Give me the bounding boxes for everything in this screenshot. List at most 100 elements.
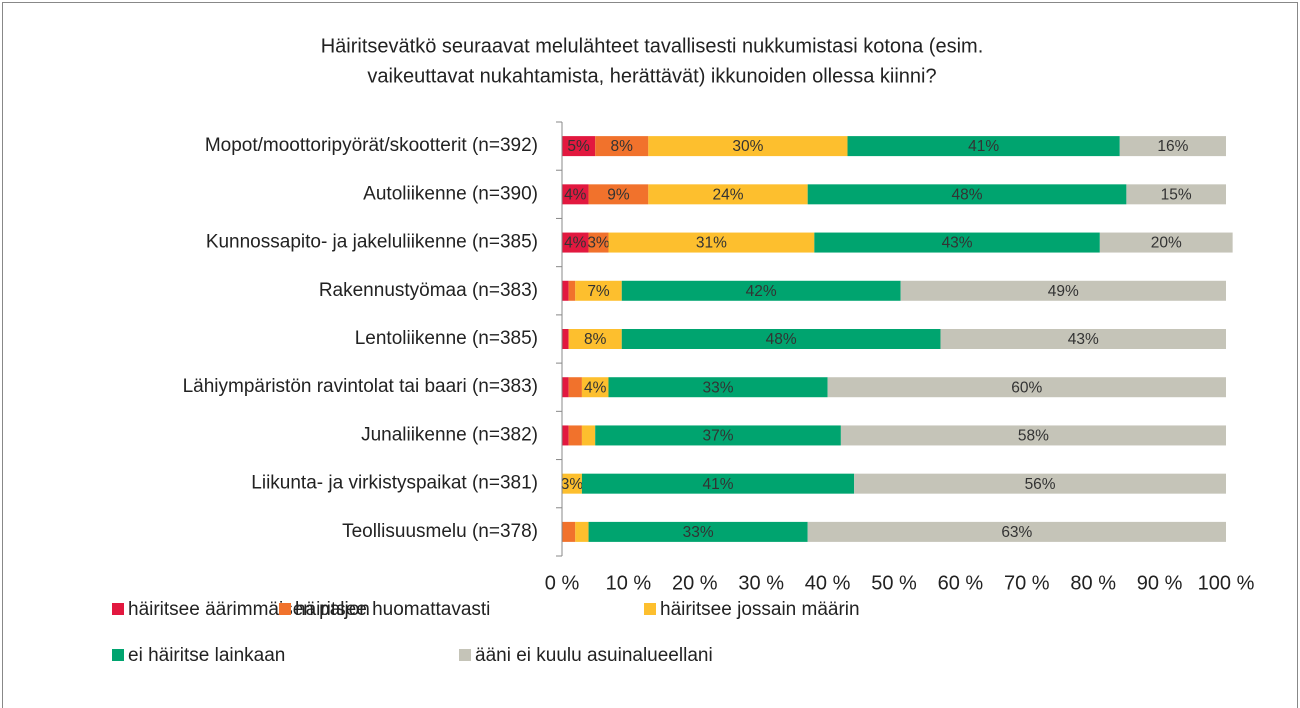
data-label: 43% [1068,331,1099,348]
bar-segment [588,232,609,253]
y-tick-label: Junaliikenne (n=382) [361,424,538,445]
bar-segment [581,425,596,446]
data-label: 48% [766,331,797,348]
bar-segment [1099,232,1233,253]
x-tick-label: 70 % [1004,572,1050,594]
bar-segment [1119,136,1226,157]
x-tick-label: 60 % [938,572,984,594]
data-label: 56% [1025,476,1056,493]
bar-segment [807,184,1127,205]
data-label: 58% [1018,428,1049,445]
bar-segment [568,280,576,301]
data-label: 7% [587,283,610,300]
bar-segment [827,377,1226,398]
x-tick-label: 40 % [805,572,851,594]
legend-label: ääni ei kuulu asuinalueellani [475,645,713,666]
data-label: 31% [696,235,727,252]
data-label: 48% [952,186,983,203]
x-tick-label: 0 % [545,572,580,594]
x-tick-label: 10 % [606,572,652,594]
y-tick-label: Lentoliikenne (n=385) [355,328,538,349]
data-label: 33% [683,524,714,541]
y-tick-label: Lähiympäristön ravintolat tai baari (n=3… [183,376,538,397]
y-tick-label: Autoliikenne (n=390) [363,183,538,204]
bar-segment [562,184,589,205]
bar-segment [588,184,649,205]
data-label: 8% [584,331,607,348]
bar-segment [807,521,1226,542]
bar-segment [648,184,808,205]
bar-segment [581,377,609,398]
bar-segment [575,521,589,542]
x-tick-label: 50 % [871,572,917,594]
bar-segment [648,136,848,157]
data-label: 49% [1048,283,1079,300]
data-label: 42% [746,283,777,300]
y-tick-label: Liikunta- ja virkistyspaikat (n=381) [251,473,538,494]
bar-segment [608,377,828,398]
data-label: 5% [567,138,590,155]
bar-segment [562,521,576,542]
data-label: 33% [703,379,734,396]
bar-segment [847,136,1120,157]
bar-segment [595,136,649,157]
legend-label: häiritsee äärimmäisen paljon [128,599,370,620]
bar-segment [900,280,1226,301]
bar-segment [562,280,569,301]
bar-segment [568,329,622,349]
bar-segment [562,329,569,349]
bar-segment [1126,184,1226,205]
data-label: 41% [968,138,999,155]
x-tick-label: 90 % [1137,572,1183,594]
bar-segment [621,329,941,349]
legend-label: ei häiritse lainkaan [128,645,285,666]
y-tick-label: Teollisuusmelu (n=378) [342,521,538,542]
chart-title: Häiritsevätkö seuraavat melulähteet tava… [321,35,984,57]
legend-label: häiritsee huomattavasti [295,599,490,620]
data-label: 4% [564,235,587,252]
bar-segment [621,280,901,301]
bar-segment [575,280,622,301]
bar-segment [562,377,569,398]
data-label: 43% [942,235,973,252]
data-label: 30% [732,138,763,155]
data-label: 4% [584,379,607,396]
data-label: 37% [703,428,734,445]
data-label: 3% [561,476,584,493]
legend-swatch [644,603,656,615]
bar-segment [595,425,841,446]
legend-swatch [112,603,124,615]
bar-segment [568,425,582,446]
y-tick-label: Rakennustyömaa (n=383) [319,280,538,301]
data-label: 8% [611,138,634,155]
data-label: 3% [587,235,610,252]
legend-swatch [459,649,471,661]
bar-segment [581,473,855,494]
data-label: 41% [703,476,734,493]
bar-segment [854,473,1226,494]
data-label: 24% [712,186,743,203]
y-tick-label: Kunnossapito- ja jakeluliikenne (n=385) [206,232,538,253]
bar-segment [568,377,582,398]
bar-segment [940,329,1226,349]
y-tick-label: Mopot/moottoripyörät/skootterit (n=392) [205,135,538,156]
x-tick-label: 30 % [738,572,784,594]
x-tick-label: 100 % [1198,572,1255,594]
data-label: 60% [1011,379,1042,396]
data-label: 20% [1151,235,1182,252]
data-label: 9% [607,186,630,203]
bar-segment [588,521,808,542]
bar-segment [562,473,582,494]
bar-segment [840,425,1226,446]
bar-segment [562,425,569,446]
data-label: 4% [564,186,587,203]
legend-label: häiritsee jossain määrin [660,599,860,620]
data-label: 63% [1001,524,1032,541]
x-tick-label: 20 % [672,572,718,594]
bar-segment [562,136,596,157]
bar-segment [562,232,589,253]
data-label: 15% [1161,186,1192,203]
x-tick-label: 80 % [1070,572,1116,594]
bar-segment [814,232,1100,253]
